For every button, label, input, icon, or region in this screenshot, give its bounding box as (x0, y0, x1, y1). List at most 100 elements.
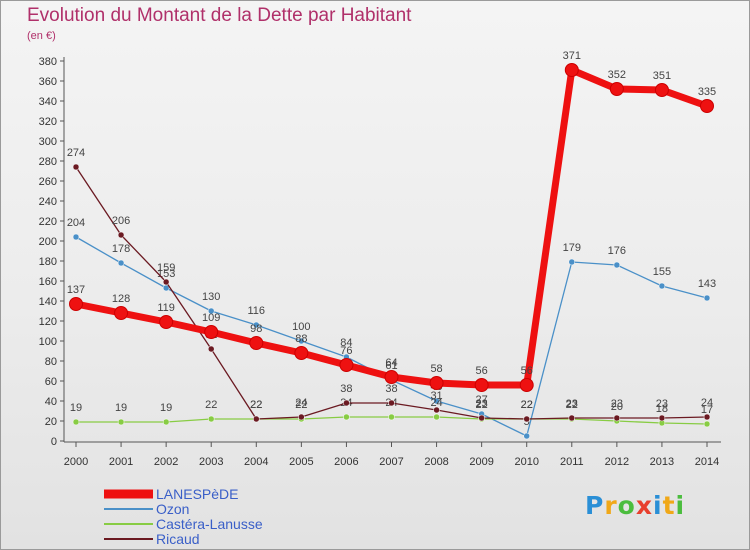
data-point (298, 337, 305, 345)
y-tick-label: 380 (39, 56, 57, 68)
logo-letter: P (585, 491, 605, 520)
y-tick-label: 120 (39, 316, 57, 328)
data-point (703, 294, 711, 302)
data-point (343, 413, 350, 421)
x-tick-label: 2002 (154, 456, 178, 468)
data-label: 100 (292, 321, 310, 333)
data-label: 206 (112, 215, 130, 227)
data-label: 23 (476, 398, 488, 410)
data-label: 17 (701, 404, 713, 416)
logo-letter: i (653, 491, 663, 520)
data-point (343, 399, 350, 407)
data-label: 116 (248, 305, 266, 317)
data-label: 204 (67, 217, 85, 229)
data-label: 274 (67, 147, 85, 159)
legend-label: Ricaud (156, 531, 200, 547)
x-tick-label: 2000 (64, 456, 88, 468)
data-point (654, 83, 669, 97)
data-label: 24 (701, 397, 713, 409)
data-point (114, 306, 129, 320)
data-point (613, 414, 621, 422)
data-point (72, 163, 80, 171)
data-point (564, 63, 579, 77)
x-tick-label: 2013 (650, 456, 674, 468)
data-label: 56 (521, 365, 533, 377)
data-point (384, 370, 399, 384)
data-label: 58 (430, 363, 442, 375)
data-label: 19 (160, 402, 172, 414)
data-label: 98 (250, 323, 262, 335)
x-tick-label: 2005 (289, 456, 313, 468)
data-point (433, 406, 440, 414)
logo-letter: t (662, 491, 676, 520)
data-point (429, 376, 444, 390)
data-point (207, 415, 215, 423)
data-point (117, 259, 125, 267)
data-label: 23 (611, 398, 623, 410)
data-point (523, 432, 530, 440)
logo-letter: x (635, 491, 653, 520)
data-point (162, 418, 170, 426)
y-tick-label: 300 (39, 136, 57, 148)
x-tick-label: 2009 (469, 456, 493, 468)
x-tick-label: 2001 (109, 456, 133, 468)
data-label: 19 (115, 402, 127, 414)
y-tick-label: 280 (39, 156, 57, 168)
data-point (253, 321, 260, 329)
legend-label: Castéra-Lanusse (156, 516, 263, 532)
y-tick-label: 60 (45, 376, 57, 388)
data-point (703, 413, 711, 421)
y-tick-label: 80 (45, 356, 57, 368)
data-label: 24 (295, 397, 307, 409)
series-line-lanesp-de (75, 66, 709, 389)
data-label: 119 (157, 302, 175, 314)
data-point (294, 346, 309, 360)
y-tick-label: 100 (39, 336, 57, 348)
data-label: 178 (112, 243, 130, 255)
data-label: 64 (385, 357, 397, 369)
y-tick-label: 240 (39, 196, 57, 208)
legend-label: LANESPèDE (156, 486, 238, 502)
data-point (339, 358, 354, 372)
data-point (69, 297, 83, 311)
x-tick-label: 2010 (514, 456, 538, 468)
data-label: 143 (698, 278, 716, 290)
y-tick-label: 200 (39, 236, 57, 248)
data-label: 22 (476, 399, 488, 411)
x-tick-label: 2007 (379, 456, 403, 468)
y-tick-label: 160 (39, 276, 57, 288)
proxiti-logo: Proxiti (585, 491, 685, 520)
data-point (159, 315, 174, 329)
data-label: 22 (205, 399, 217, 411)
data-point (388, 399, 395, 407)
data-point (72, 418, 80, 426)
data-point (117, 418, 125, 426)
data-label: 38 (385, 383, 397, 395)
x-tick-label: 2006 (334, 456, 358, 468)
data-point (204, 325, 219, 339)
data-label: 351 (653, 70, 671, 82)
logo-letter: o (617, 491, 636, 520)
data-label: 84 (340, 337, 352, 349)
data-point (613, 261, 621, 269)
data-point (703, 420, 711, 428)
data-point (207, 345, 215, 353)
data-label: 22 (250, 399, 262, 411)
data-label: 22 (566, 399, 578, 411)
data-point (478, 414, 485, 422)
data-point (117, 231, 125, 239)
logo-letter: r (604, 491, 618, 520)
data-label: 22 (521, 399, 533, 411)
data-point (433, 413, 440, 421)
data-point (519, 378, 534, 392)
data-point (568, 414, 576, 422)
x-tick-label: 2004 (244, 456, 268, 468)
logo-letter: i (675, 491, 686, 520)
x-tick-label: 2014 (695, 456, 719, 468)
data-label: 22 (250, 399, 262, 411)
data-label: 179 (563, 242, 581, 254)
x-tick-label: 2008 (424, 456, 448, 468)
y-tick-label: 340 (39, 96, 57, 108)
y-tick-label: 20 (45, 416, 57, 428)
